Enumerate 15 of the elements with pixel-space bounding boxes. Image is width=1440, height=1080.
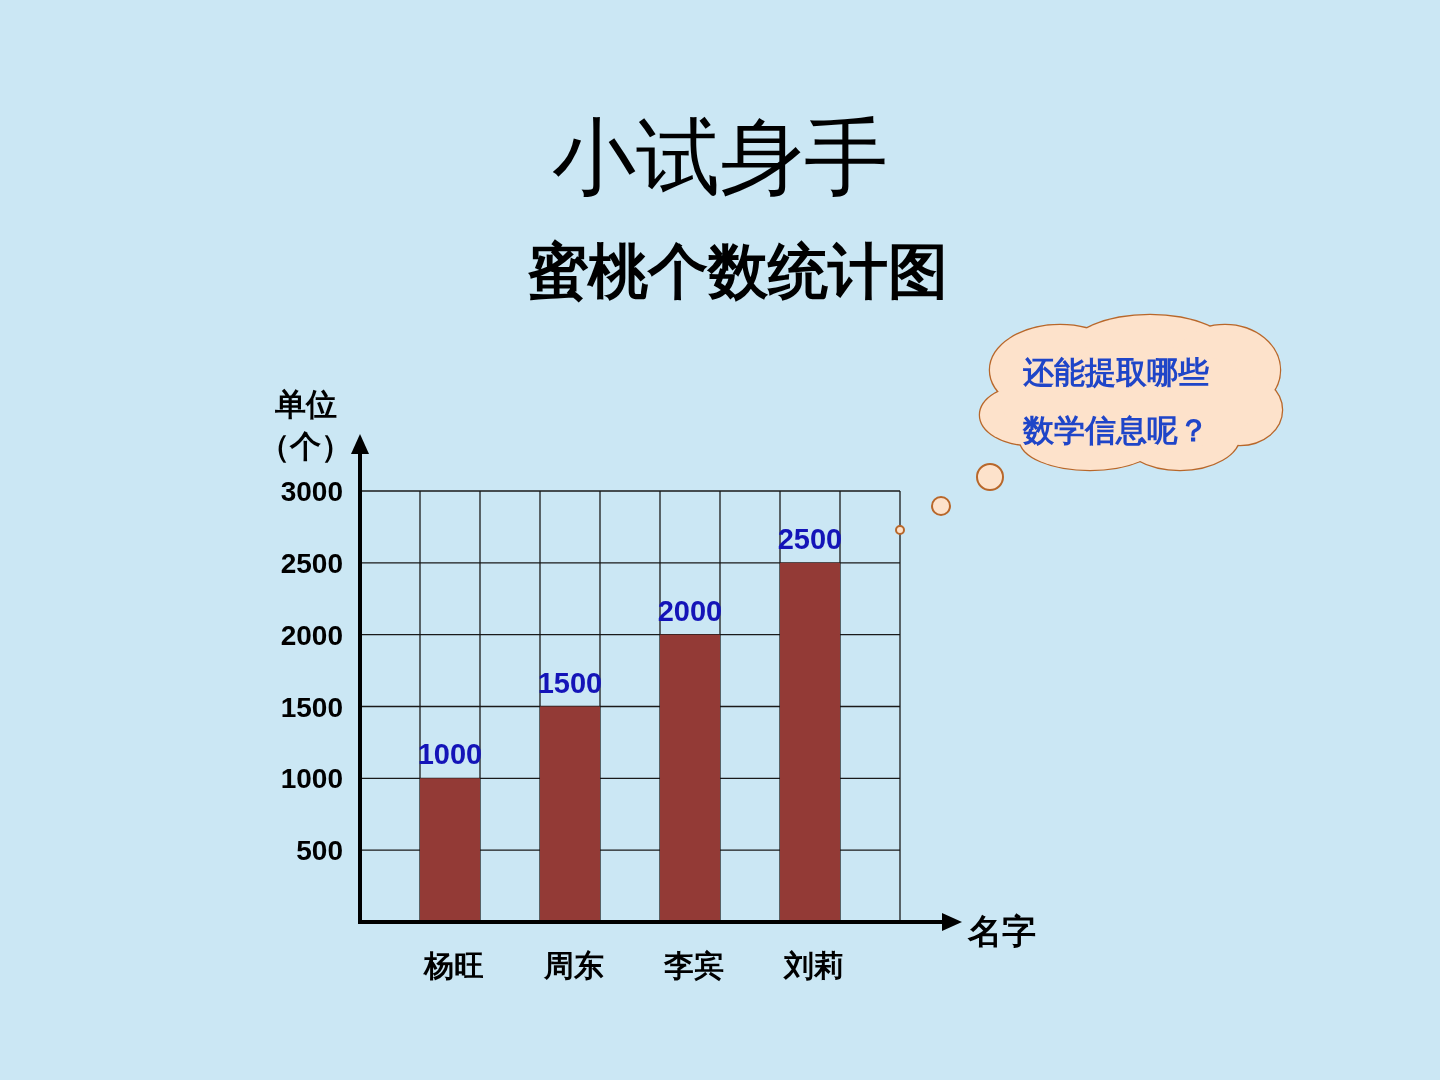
y-tick-label: 1000 (280, 763, 343, 795)
y-tick-label: 3000 (280, 476, 343, 507)
subtitle: 蜜桃个数统计图 (528, 238, 948, 305)
x-tick-label: 李宾 (664, 949, 724, 982)
ylabel: 单位（个） (259, 386, 352, 466)
y-tick-label: 2500 (280, 547, 343, 579)
x-tick-label: 杨旺 (424, 949, 484, 982)
y-tick-label: 500 (296, 835, 343, 867)
title: 小试身手 (552, 110, 888, 204)
x-tick-label: 周东 (544, 949, 604, 982)
annotation: 还能提取哪些数学信息呢？ (1023, 354, 1210, 450)
x-tick-label: 刘莉 (784, 949, 844, 982)
y-tick-label: 2000 (280, 619, 343, 651)
xlabel: 名字 (968, 912, 1036, 950)
y-tick-label: 1500 (280, 691, 343, 723)
